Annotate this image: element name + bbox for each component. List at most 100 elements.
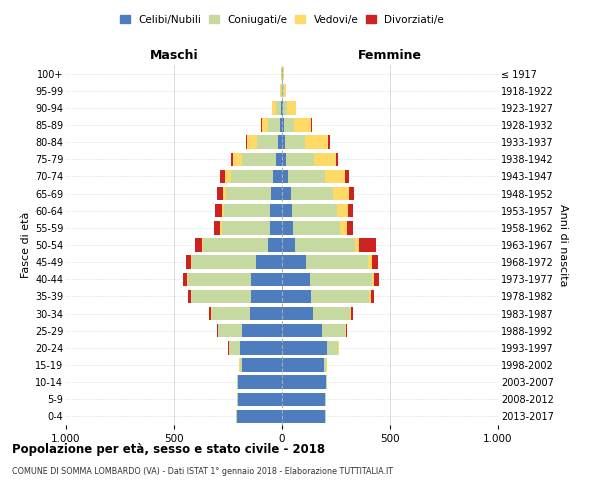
Bar [282,290,311,303]
Bar [313,307,350,320]
Bar [287,101,296,114]
Bar [289,170,325,183]
Bar [325,170,344,183]
Bar [371,272,374,286]
Bar [282,152,286,166]
Bar [214,221,220,234]
Bar [336,152,338,166]
Bar [282,307,313,320]
Bar [283,67,284,80]
Bar [220,221,221,234]
Bar [275,152,282,166]
Bar [257,136,278,149]
Bar [262,118,268,132]
Bar [242,324,282,338]
Bar [221,204,224,218]
Bar [270,204,282,218]
Bar [270,221,282,234]
Bar [182,272,187,286]
Bar [278,136,282,149]
Bar [188,272,251,286]
Bar [280,118,282,132]
Bar [351,307,353,320]
Bar [344,324,346,338]
Bar [282,221,293,234]
Bar [191,256,193,269]
Bar [238,376,282,389]
Bar [374,272,379,286]
Bar [188,290,191,303]
Bar [340,221,347,234]
Bar [314,152,336,166]
Bar [371,290,374,303]
Bar [282,272,310,286]
Bar [328,341,338,354]
Bar [251,272,282,286]
Bar [305,136,328,149]
Bar [271,187,282,200]
Bar [225,170,231,183]
Bar [292,204,337,218]
Bar [282,204,292,218]
Bar [350,307,351,320]
Bar [328,136,329,149]
Bar [274,170,282,183]
Bar [221,221,270,234]
Bar [370,290,371,303]
Bar [236,410,282,423]
Bar [337,204,348,218]
Bar [282,101,283,114]
Bar [256,256,282,269]
Bar [280,84,281,98]
Bar [310,272,371,286]
Bar [223,187,226,200]
Bar [246,136,247,149]
Bar [276,101,281,114]
Bar [194,238,202,252]
Bar [283,84,284,98]
Bar [371,256,378,269]
Bar [286,152,314,166]
Bar [282,238,295,252]
Bar [368,256,371,269]
Bar [215,204,221,218]
Bar [322,324,344,338]
Bar [231,152,233,166]
Bar [282,410,325,423]
Bar [349,187,355,200]
Bar [186,256,191,269]
Bar [217,187,223,200]
Bar [282,170,289,183]
Bar [220,170,225,183]
Bar [203,238,268,252]
Bar [282,376,326,389]
Bar [311,290,370,303]
Bar [212,307,250,320]
Bar [224,204,270,218]
Bar [355,238,359,252]
Bar [268,238,282,252]
Bar [187,272,188,286]
Bar [282,136,285,149]
Bar [281,101,282,114]
Bar [217,324,218,338]
Bar [193,256,256,269]
Bar [347,221,353,234]
Bar [242,358,282,372]
Bar [284,118,294,132]
Bar [218,324,242,338]
Bar [285,136,305,149]
Bar [202,238,203,252]
Bar [282,256,306,269]
Bar [282,358,324,372]
Bar [240,341,282,354]
Bar [344,170,349,183]
Bar [346,324,347,338]
Bar [282,118,284,132]
Bar [282,324,322,338]
Text: Femmine: Femmine [358,48,422,62]
Y-axis label: Anni di nascita: Anni di nascita [557,204,568,286]
Bar [282,187,290,200]
Bar [191,290,251,303]
Text: Popolazione per età, sesso e stato civile - 2018: Popolazione per età, sesso e stato civil… [12,442,325,456]
